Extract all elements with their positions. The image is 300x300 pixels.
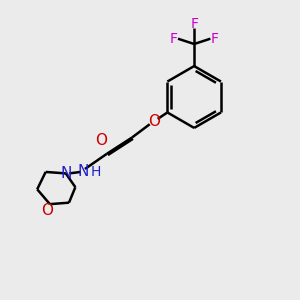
Text: O: O <box>95 133 107 148</box>
Text: N: N <box>60 166 71 181</box>
Text: F: F <box>169 32 178 46</box>
Text: F: F <box>211 32 219 46</box>
Text: N: N <box>78 164 89 179</box>
Text: F: F <box>190 17 198 31</box>
Text: H: H <box>91 165 101 179</box>
Text: O: O <box>42 203 54 218</box>
Text: O: O <box>148 114 160 129</box>
